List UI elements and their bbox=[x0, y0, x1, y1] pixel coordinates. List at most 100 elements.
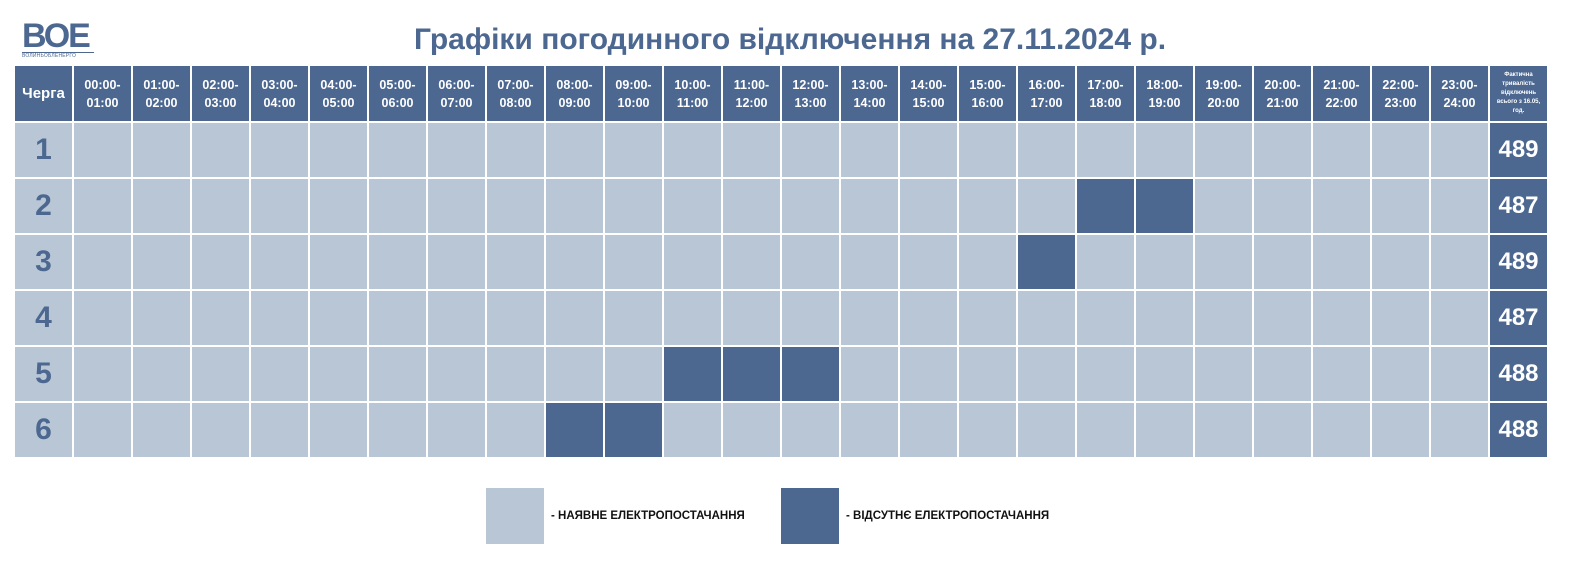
table-row: 4 487 bbox=[15, 291, 1547, 345]
hour-cell-available bbox=[369, 347, 426, 401]
total-duration-value: 489 bbox=[1490, 123, 1547, 177]
hour-cell-available bbox=[487, 179, 544, 233]
hour-cell-available bbox=[546, 347, 603, 401]
hour-end-label: 20:00 bbox=[1207, 95, 1240, 110]
hour-cell-available bbox=[1431, 403, 1488, 457]
hour-cell-available bbox=[1313, 179, 1370, 233]
hour-cell-available bbox=[1195, 123, 1252, 177]
hour-cell-available bbox=[1431, 291, 1488, 345]
hour-cell-available bbox=[133, 291, 190, 345]
table-header-row: Черга 00:00- 01:00 01:00- 02:00 02:00- 03:00 0… bbox=[15, 66, 1547, 121]
hour-cell-available bbox=[841, 123, 898, 177]
hour-column-header: 02:00- 03:00 bbox=[192, 66, 249, 121]
hour-column-header: 19:00- 20:00 bbox=[1195, 66, 1252, 121]
hour-cell-available bbox=[1136, 403, 1193, 457]
hour-cell-available bbox=[310, 347, 367, 401]
hour-cell-available bbox=[664, 291, 721, 345]
hour-cell-available bbox=[1372, 235, 1429, 289]
hour-end-label: 02:00 bbox=[145, 95, 178, 110]
hour-column-header: 07:00- 08:00 bbox=[487, 66, 544, 121]
hour-cell-available bbox=[192, 179, 249, 233]
total-duration-value: 487 bbox=[1490, 179, 1547, 233]
hour-end-label: 09:00 bbox=[558, 95, 591, 110]
table-row: 5 488 bbox=[15, 347, 1547, 401]
hour-cell-available bbox=[487, 347, 544, 401]
hour-cell-available bbox=[664, 123, 721, 177]
hour-cell-available bbox=[369, 403, 426, 457]
hour-cell-available bbox=[310, 179, 367, 233]
hour-cell-available bbox=[74, 235, 131, 289]
hour-cell-available bbox=[133, 235, 190, 289]
hour-column-header: 03:00- 04:00 bbox=[251, 66, 308, 121]
hour-start-label: 11:00- bbox=[733, 77, 770, 92]
hour-cell-available bbox=[782, 403, 839, 457]
hour-cell-available bbox=[959, 347, 1016, 401]
hour-start-label: 14:00- bbox=[910, 77, 947, 92]
queue-number: 1 bbox=[15, 123, 72, 177]
hour-cell-available bbox=[1136, 235, 1193, 289]
hour-cell-available bbox=[192, 403, 249, 457]
hour-cell-available bbox=[900, 291, 957, 345]
hour-cell-available bbox=[1195, 235, 1252, 289]
hour-start-label: 12:00- bbox=[792, 77, 829, 92]
hour-cell-available bbox=[1254, 347, 1311, 401]
hour-end-label: 22:00 bbox=[1325, 95, 1358, 110]
hour-cell-available bbox=[1018, 347, 1075, 401]
hour-cell-available bbox=[723, 235, 780, 289]
hour-column-header: 16:00- 17:00 bbox=[1018, 66, 1075, 121]
hour-end-label: 15:00 bbox=[912, 95, 945, 110]
hour-start-label: 15:00- bbox=[969, 77, 1006, 92]
hour-cell-available bbox=[428, 403, 485, 457]
hour-column-header: 00:00- 01:00 bbox=[74, 66, 131, 121]
hour-cell-available bbox=[251, 179, 308, 233]
hour-cell-outage bbox=[664, 347, 721, 401]
total-duration-value: 488 bbox=[1490, 403, 1547, 457]
page-title: Графіки погодинного відключення на 27.11… bbox=[413, 23, 1167, 56]
hour-end-label: 19:00 bbox=[1148, 95, 1181, 110]
hour-end-label: 12:00 bbox=[735, 95, 768, 110]
hour-cell-available bbox=[192, 123, 249, 177]
hour-cell-outage bbox=[1077, 179, 1134, 233]
hour-cell-available bbox=[900, 235, 957, 289]
hour-cell-outage bbox=[782, 347, 839, 401]
table-row: 2 487 bbox=[15, 179, 1547, 233]
hour-cell-available bbox=[546, 235, 603, 289]
total-duration-value: 488 bbox=[1490, 347, 1547, 401]
hour-start-label: 00:00- bbox=[84, 77, 121, 92]
hour-cell-available bbox=[192, 235, 249, 289]
hour-cell-available bbox=[1372, 179, 1429, 233]
hour-end-label: 10:00 bbox=[617, 95, 650, 110]
hour-column-header: 13:00- 14:00 bbox=[841, 66, 898, 121]
table-row: 3 489 bbox=[15, 235, 1547, 289]
hour-cell-available bbox=[664, 403, 721, 457]
hour-cell-available bbox=[1077, 123, 1134, 177]
hour-end-label: 18:00 bbox=[1089, 95, 1122, 110]
hour-cell-outage bbox=[1136, 179, 1193, 233]
total-duration-value: 489 bbox=[1490, 235, 1547, 289]
hour-start-label: 23:00- bbox=[1441, 77, 1478, 92]
hour-cell-available bbox=[900, 403, 957, 457]
hour-cell-available bbox=[841, 347, 898, 401]
hour-end-label: 08:00 bbox=[499, 95, 532, 110]
hour-start-label: 05:00- bbox=[379, 77, 416, 92]
hour-cell-available bbox=[369, 291, 426, 345]
hour-cell-available bbox=[251, 291, 308, 345]
hour-cell-available bbox=[192, 347, 249, 401]
hour-cell-available bbox=[1195, 291, 1252, 345]
hour-start-label: 13:00- bbox=[851, 77, 888, 92]
hour-start-label: 07:00- bbox=[497, 77, 534, 92]
hour-cell-available bbox=[487, 403, 544, 457]
hour-cell-available bbox=[133, 347, 190, 401]
hour-cell-available bbox=[1077, 235, 1134, 289]
hour-cell-available bbox=[251, 403, 308, 457]
hour-cell-available bbox=[959, 291, 1016, 345]
logo-subtitle: ВОЛИНЬОБЛЕНЕРГО bbox=[22, 52, 94, 59]
hour-start-label: 10:00- bbox=[674, 77, 711, 92]
hour-end-label: 21:00 bbox=[1266, 95, 1299, 110]
hour-cell-available bbox=[74, 347, 131, 401]
hour-cell-available bbox=[1018, 123, 1075, 177]
hour-cell-available bbox=[74, 179, 131, 233]
queue-number: 4 bbox=[15, 291, 72, 345]
hour-cell-available bbox=[1136, 123, 1193, 177]
hour-column-header: 08:00- 09:00 bbox=[546, 66, 603, 121]
